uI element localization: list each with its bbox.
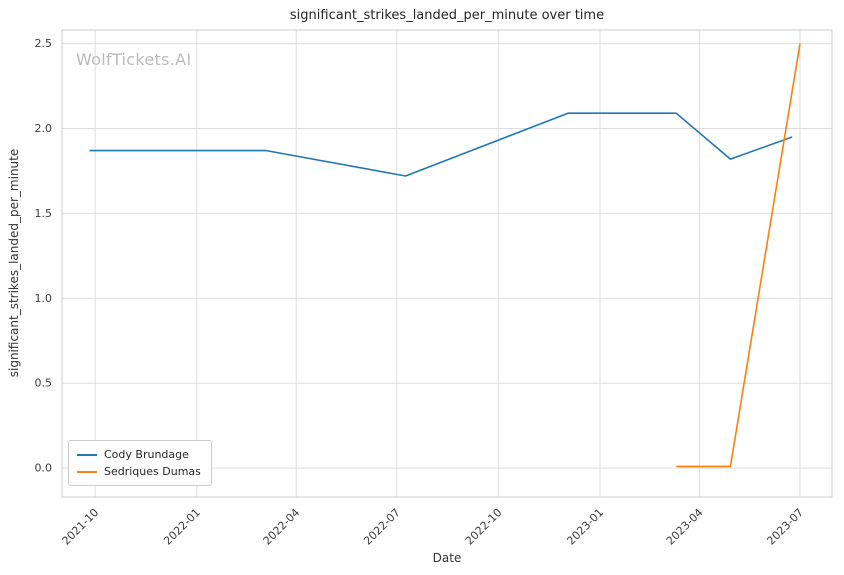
- y-tick-label: 1.0: [35, 292, 53, 305]
- plot-frame: [61, 29, 833, 498]
- legend-line-swatch: [77, 453, 97, 456]
- chart-title: significant_strikes_landed_per_minute ov…: [289, 8, 605, 23]
- x-tick-label: 2023-01: [564, 506, 606, 548]
- legend-line-swatch: [77, 470, 97, 473]
- y-tick-label: 2.0: [35, 122, 53, 135]
- legend-item: Sedriques Dumas: [77, 463, 201, 480]
- x-tick-label: 2022-04: [261, 506, 303, 548]
- x-tick-label: 2021-10: [60, 506, 102, 548]
- y-tick-label: 1.5: [35, 207, 53, 220]
- legend-label: Cody Brundage: [104, 448, 189, 461]
- x-tick-label: 2022-07: [361, 506, 403, 548]
- legend-label: Sedriques Dumas: [104, 465, 201, 478]
- x-tick-label: 2023-07: [764, 506, 806, 548]
- y-tick-label: 0.5: [35, 377, 53, 390]
- x-tick-label: 2023-04: [664, 506, 706, 548]
- x-tick-label: 2022-01: [161, 506, 203, 548]
- legend: Cody Brundage Sedriques Dumas: [68, 440, 212, 486]
- series-line-1: [676, 43, 801, 468]
- y-tick-label: 0.0: [35, 462, 53, 475]
- x-axis-label: Date: [432, 551, 462, 565]
- y-tick-label: 2.5: [35, 37, 53, 50]
- legend-item: Cody Brundage: [77, 446, 201, 463]
- x-tick-label: 2022-10: [463, 506, 505, 548]
- series-line-0: [89, 112, 793, 177]
- watermark: WolfTickets.AI: [76, 50, 192, 69]
